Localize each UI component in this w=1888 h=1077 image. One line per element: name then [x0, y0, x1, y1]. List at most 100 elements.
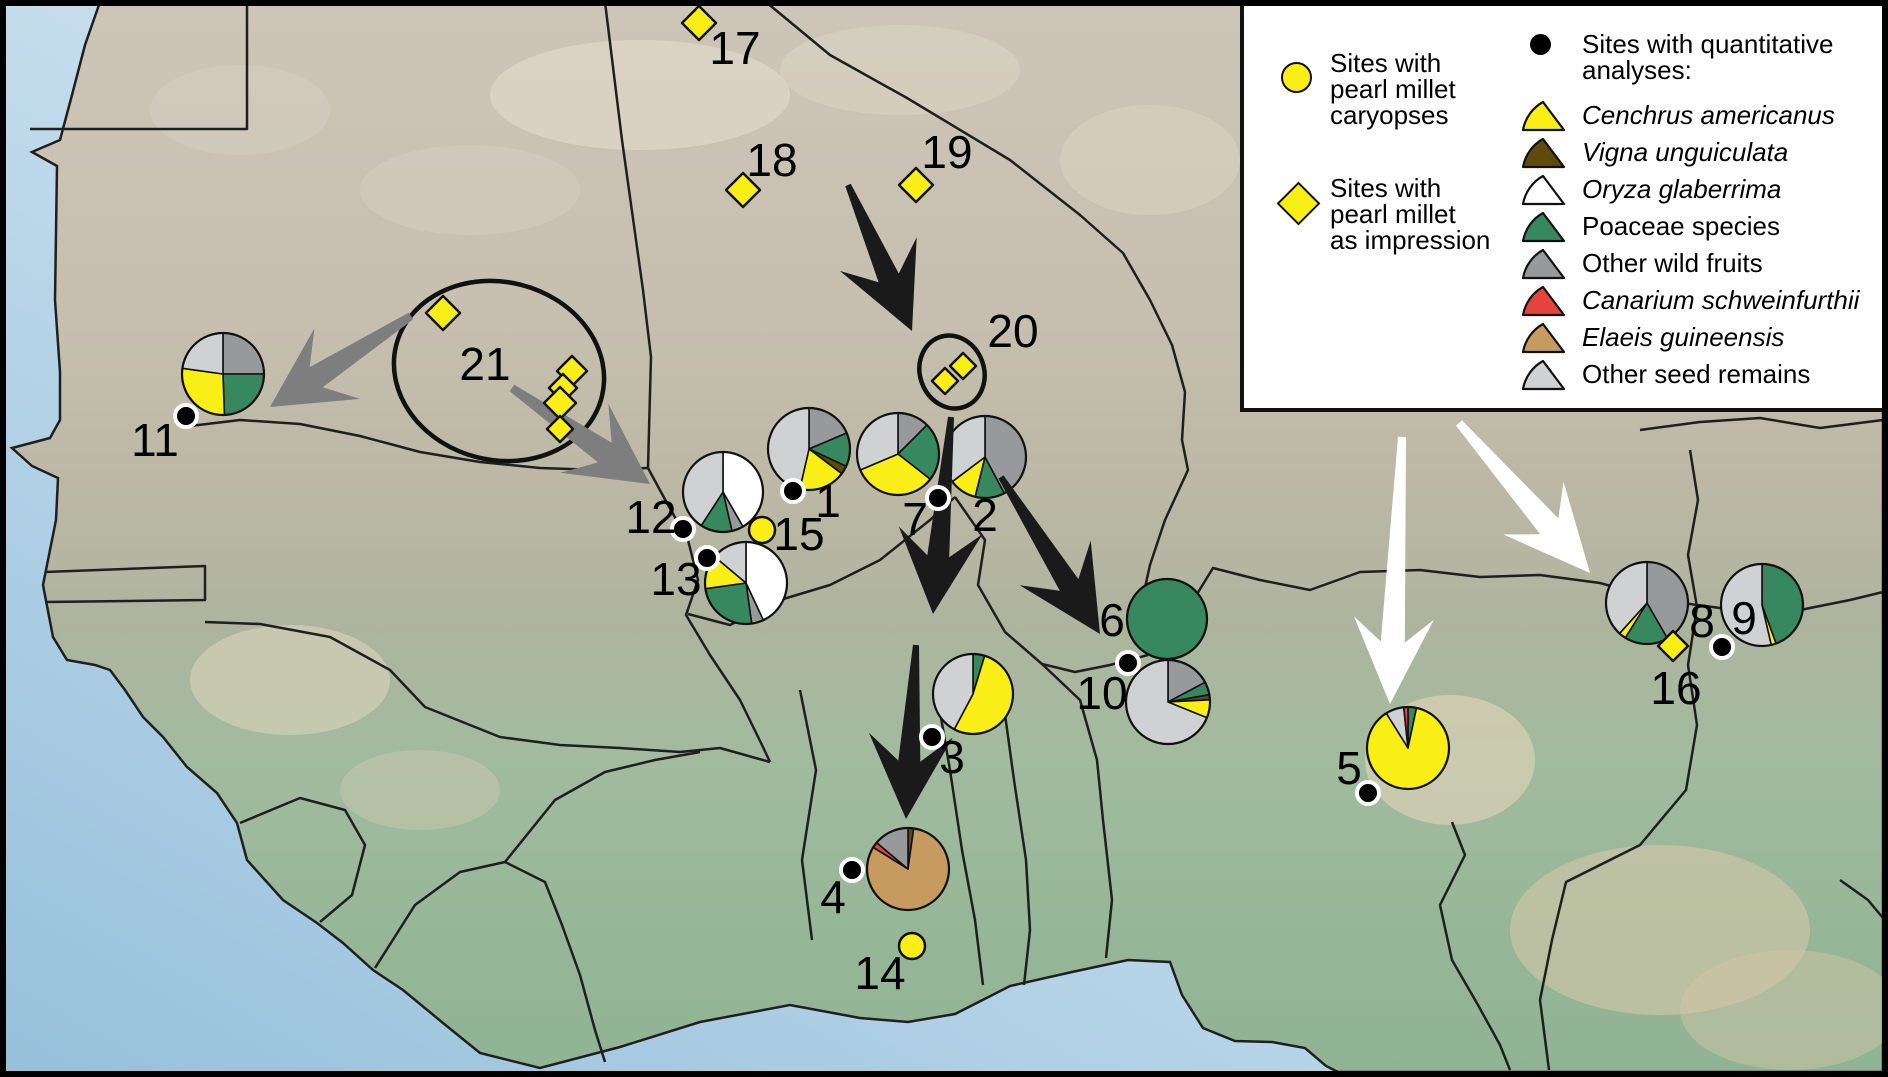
- pie-chart-site-13: [703, 540, 789, 626]
- site-label-1: 1: [815, 475, 841, 527]
- impression-diamond-site-17: [680, 4, 718, 42]
- site-label-3: 3: [939, 731, 965, 783]
- pie-chart-site-6: [1125, 577, 1209, 661]
- impression-diamond-site-21: [545, 414, 575, 444]
- pie-outline: [681, 450, 765, 534]
- site-label-9: 9: [1731, 592, 1757, 644]
- white-arrow: [1456, 420, 1590, 573]
- pie-chart-site-11: [180, 331, 266, 417]
- site-pie-charts: [180, 331, 1805, 912]
- caryopses-label: Sites with pearl millet caryopses: [1330, 48, 1456, 130]
- site-label-16: 16: [1650, 662, 1701, 714]
- pie-chart-site-4: [865, 826, 951, 912]
- quantitative-dot-site-5: [1355, 780, 1381, 806]
- site-label-18: 18: [746, 134, 797, 186]
- taxon-label: Vigna unguiculata: [1582, 137, 1789, 167]
- taxon-wedge-icon: [1521, 137, 1566, 168]
- taxon-wedge-icon: [1521, 174, 1566, 205]
- site-label-21: 21: [459, 338, 510, 390]
- site-label-8: 8: [1689, 595, 1715, 647]
- pie-outline: [1719, 562, 1805, 648]
- taxa-legend-row: Vigna unguiculata: [1520, 134, 1859, 171]
- quantitative-label: Sites with quantitative analyses:: [1582, 29, 1834, 85]
- taxa-legend-row: Cenchrus americanus: [1520, 97, 1859, 134]
- impression-diamond-site-18: [724, 171, 762, 209]
- gray-arrow: [270, 312, 414, 407]
- taxa-legend-list: Cenchrus americanus Vigna unguiculata Oryz…: [1520, 97, 1859, 393]
- pie-chart-site-5: [1365, 705, 1451, 791]
- quantitative-dot-site-11: [173, 403, 199, 429]
- pie-chart-site-9: [1719, 562, 1805, 648]
- quantitative-dot-site-4: [839, 857, 865, 883]
- taxa-legend-row: Elaeis guineensis: [1520, 319, 1859, 356]
- impression-label: Sites with pearl millet as impression: [1330, 173, 1491, 255]
- impression-diamond-site-20: [930, 366, 960, 396]
- pie-chart-site-12: [681, 450, 765, 534]
- taxa-legend-row: Poaceae species: [1520, 208, 1859, 245]
- taxon-label: Cenchrus americanus: [1582, 100, 1835, 130]
- black-arrow: [868, 644, 953, 819]
- quantitative-dot-site-8-9: [1709, 634, 1735, 660]
- pie-chart-site-10: [1124, 658, 1212, 746]
- legend-box: Sites with pearl millet caryopses Sites …: [1240, 0, 1888, 412]
- taxon-label: Poaceae species: [1582, 211, 1781, 241]
- quantitative-site-icon: [1530, 34, 1551, 55]
- site-label-6: 6: [1099, 594, 1125, 646]
- taxon-wedge-icon: [1521, 248, 1566, 279]
- impression-site-markers: [424, 4, 1690, 663]
- pie-chart-site-3: [931, 652, 1015, 736]
- site-label-4: 4: [820, 871, 846, 923]
- quantitative-dot-site-12: [670, 516, 696, 542]
- site-label-14: 14: [854, 947, 905, 999]
- impression-diamond-site-20: [948, 351, 978, 381]
- site-label-13: 13: [650, 553, 701, 605]
- taxon-label: Other wild fruits: [1582, 248, 1763, 278]
- pie-outline: [855, 411, 941, 497]
- taxon-label: Other seed remains: [1582, 359, 1811, 389]
- pie-outline: [180, 331, 266, 417]
- taxon-wedge-icon: [1521, 211, 1566, 242]
- impression-diamond-site-16: [1656, 629, 1690, 663]
- taxon-label: Elaeis guineensis: [1582, 322, 1785, 352]
- caryopsis-site-markers: [747, 515, 927, 961]
- pie-chart-site-7: [855, 411, 941, 497]
- site-label-19: 19: [921, 126, 972, 178]
- movement-arrows: [270, 183, 1590, 819]
- site-group-ellipse-20: [917, 333, 987, 411]
- pie-outline: [1124, 658, 1212, 746]
- site-label-12: 12: [625, 491, 676, 543]
- site-label-10: 10: [1076, 667, 1127, 719]
- taxon-wedge-icon: [1521, 322, 1566, 353]
- taxa-legend-row: Other seed remains: [1520, 356, 1859, 393]
- taxon-wedge-icon: [1521, 100, 1566, 131]
- taxon-wedge-icon: [1521, 359, 1566, 390]
- taxa-legend-row: Oryza glaberrima: [1520, 171, 1859, 208]
- quantitative-dot-site-6-10: [1115, 650, 1141, 676]
- quantitative-dot-site-3: [919, 724, 945, 750]
- pie-chart-site-2: [942, 414, 1028, 500]
- pie-outline: [865, 826, 951, 912]
- black-arrow: [998, 475, 1100, 634]
- site-label-5: 5: [1336, 742, 1362, 794]
- taxa-legend-row: Canarium schweinfurthii: [1520, 282, 1859, 319]
- caryopsis-circle-site-14: [897, 931, 927, 961]
- quantitative-dot-site-13: [694, 545, 720, 571]
- site-group-ellipses: [391, 278, 987, 464]
- pearl-millet-caryopses-icon: [1281, 62, 1312, 93]
- white-arrow: [1353, 436, 1434, 704]
- gray-arrow: [509, 384, 650, 484]
- site-label-20: 20: [987, 305, 1038, 357]
- quantitative-dot-site-1: [780, 478, 806, 504]
- country-borders: [30, 1, 1884, 1071]
- pie-outline: [703, 540, 789, 626]
- caryopsis-circle-site-15: [747, 515, 777, 545]
- quantitative-site-dots: [173, 403, 1735, 883]
- taxa-legend-row: Other wild fruits: [1520, 245, 1859, 282]
- site-label-11: 11: [131, 414, 179, 466]
- terrain-highlights: [150, 25, 1888, 1070]
- site-label-2: 2: [972, 489, 998, 541]
- impression-diamond-site-19: [897, 166, 935, 204]
- site-label-7: 7: [902, 493, 928, 545]
